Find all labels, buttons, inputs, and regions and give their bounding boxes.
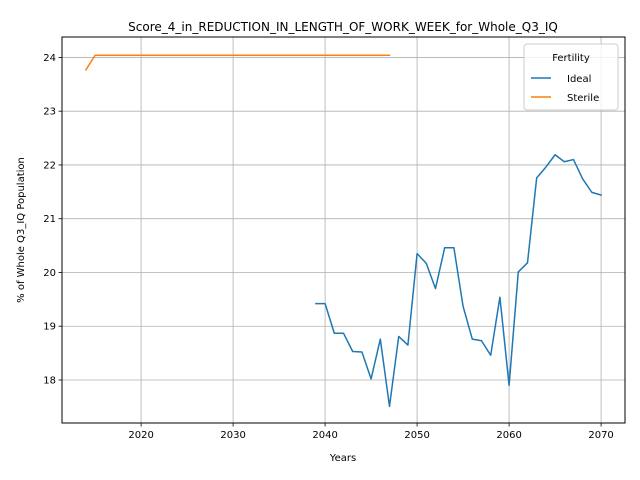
y-axis-label: % of Whole Q3_IQ Population xyxy=(16,157,27,303)
legend-label-sterile: Sterile xyxy=(567,93,599,104)
series-line-sterile xyxy=(84,54,391,71)
legend-box xyxy=(523,43,619,111)
legend-label-ideal: Ideal xyxy=(567,74,591,85)
y-tick-label: 18 xyxy=(43,375,56,386)
x-tick-label: 2060 xyxy=(496,430,521,441)
legend: Fertility Ideal Sterile xyxy=(523,43,619,111)
x-tick-label: 2040 xyxy=(312,430,337,441)
plot-frame xyxy=(61,36,626,424)
x-tick-label: 2020 xyxy=(128,430,153,441)
y-tick-label: 21 xyxy=(43,214,56,225)
x-tick-label: 2050 xyxy=(404,430,429,441)
chart-title: Score_4_in_REDUCTION_IN_LENGTH_OF_WORK_W… xyxy=(128,20,558,34)
legend-title: Fertility xyxy=(552,53,590,64)
y-tick-label: 19 xyxy=(43,322,56,333)
y-tick-label: 20 xyxy=(43,268,56,279)
y-tick-label: 23 xyxy=(43,107,56,118)
grid xyxy=(62,37,625,423)
y-tick-label: 24 xyxy=(43,53,56,64)
series-line-ideal xyxy=(315,153,603,408)
axis-ticks: 2020 2030 2040 2050 2060 2070 18 19 20 21 22 23 24 xyxy=(43,53,614,441)
y-tick-label: 22 xyxy=(43,160,56,171)
series-lines xyxy=(84,54,603,408)
x-axis-label: Years xyxy=(329,453,356,464)
x-tick-label: 2030 xyxy=(220,430,245,441)
x-tick-label: 2070 xyxy=(588,430,613,441)
